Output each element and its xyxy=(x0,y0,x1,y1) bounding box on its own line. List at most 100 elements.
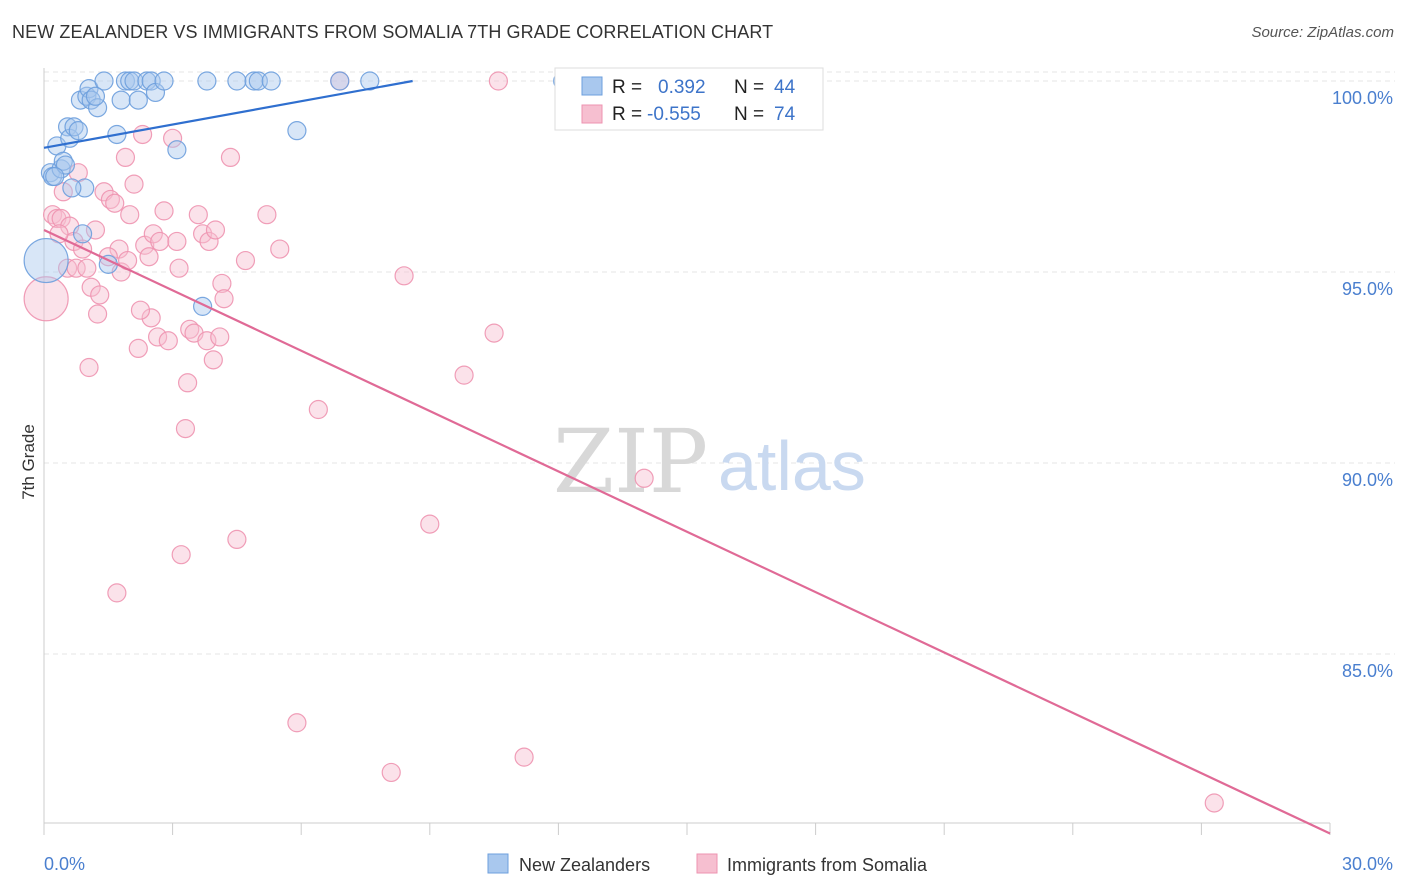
trend-line-somalia xyxy=(43,228,1331,835)
y-tick-labels: 85.0% 90.0% 95.0% 100.0% xyxy=(1332,88,1393,681)
series-somalia-points xyxy=(23,71,1224,813)
somalia-point xyxy=(488,71,508,91)
new-zealanders-point xyxy=(62,178,82,198)
new-zealanders-point xyxy=(287,121,307,141)
somalia-point xyxy=(150,231,170,252)
somalia-point xyxy=(143,224,163,244)
new-zealanders-point xyxy=(244,71,264,91)
somalia-point xyxy=(163,128,183,148)
legend-r-value-2: -0.555 xyxy=(647,104,701,125)
legend-n-value-2: 74 xyxy=(774,104,796,125)
new-zealanders-point xyxy=(154,71,174,91)
new-zealanders-point xyxy=(87,98,108,118)
somalia-point xyxy=(169,258,189,278)
somalia-point xyxy=(634,468,654,488)
new-zealanders-point xyxy=(227,71,247,91)
somalia-point xyxy=(139,247,159,267)
new-zealanders-point xyxy=(261,71,281,91)
somalia-point xyxy=(171,545,191,565)
somalia-point xyxy=(124,174,144,194)
somalia-point xyxy=(77,258,97,278)
somalia-point xyxy=(107,583,127,603)
somalia-point xyxy=(270,239,290,259)
bottom-legend-label-2: Immigrants from Somalia xyxy=(727,855,928,875)
somalia-point xyxy=(220,147,241,167)
chart-title: NEW ZEALANDER VS IMMIGRANTS FROM SOMALIA… xyxy=(12,22,774,42)
bottom-legend-swatch-pink xyxy=(696,853,718,874)
somalia-point xyxy=(210,327,230,347)
somalia-point xyxy=(158,331,178,351)
y-tick-label: 85.0% xyxy=(1342,661,1393,681)
new-zealanders-point xyxy=(330,71,350,91)
somalia-point xyxy=(130,300,151,320)
somalia-point xyxy=(199,231,219,252)
somalia-point xyxy=(287,713,307,733)
trend-line-new-zealanders xyxy=(43,79,413,149)
somalia-point xyxy=(212,273,232,294)
stats-legend: R = 0.392 N = 44 R = -0.555 N = 74 xyxy=(554,67,824,131)
x-tick-label: 0.0% xyxy=(44,854,85,874)
legend-swatch-blue xyxy=(581,76,603,96)
somalia-point xyxy=(154,201,174,221)
somalia-point xyxy=(85,220,106,240)
new-zealanders-point xyxy=(120,71,140,91)
somalia-point xyxy=(227,529,247,550)
x-tick-label: 30.0% xyxy=(1342,854,1393,874)
somalia-point xyxy=(381,762,401,783)
source-label: Source: ZipAtlas.com xyxy=(1251,24,1394,41)
somalia-point xyxy=(128,338,148,358)
axes xyxy=(43,68,1331,835)
new-zealanders-point xyxy=(57,117,78,137)
somalia-point xyxy=(214,289,234,309)
new-zealanders-point xyxy=(197,71,217,91)
somalia-point xyxy=(484,323,504,343)
new-zealanders-point xyxy=(167,140,187,160)
somalia-point xyxy=(203,350,223,370)
series-new-zealanders-points xyxy=(23,71,573,316)
bottom-legend-swatch-blue xyxy=(487,853,509,874)
legend-r-value-1: 0.392 xyxy=(658,77,706,98)
new-zealanders-point xyxy=(45,166,65,187)
gridlines xyxy=(44,71,1395,655)
new-zealanders-point xyxy=(72,224,93,244)
trend-lines xyxy=(43,79,1331,835)
somalia-point xyxy=(79,357,99,378)
x-tick-labels: 0.0% 30.0% xyxy=(44,854,1393,874)
somalia-point xyxy=(178,373,198,393)
somalia-point xyxy=(147,327,168,347)
legend-r-label-2: R = xyxy=(612,104,642,125)
somalia-point xyxy=(193,224,213,244)
new-zealanders-point xyxy=(94,71,114,91)
somalia-point xyxy=(514,747,534,767)
somalia-point xyxy=(197,331,217,351)
somalia-point xyxy=(105,193,125,213)
new-zealanders-point xyxy=(68,121,88,141)
somalia-point xyxy=(188,205,208,225)
somalia-point xyxy=(454,365,474,385)
new-zealanders-point xyxy=(111,90,131,110)
watermark-atlas: atlas xyxy=(718,427,866,505)
legend-n-label-2: N = xyxy=(734,104,764,125)
new-zealanders-point xyxy=(79,79,99,99)
somalia-point xyxy=(1204,793,1224,813)
new-zealanders-point xyxy=(128,90,148,110)
watermark-zip: ZIP xyxy=(553,410,708,513)
new-zealanders-point xyxy=(85,86,106,106)
somalia-point xyxy=(235,250,256,271)
somalia-point xyxy=(23,276,69,322)
new-zealanders-point xyxy=(360,71,380,91)
somalia-point xyxy=(394,266,414,286)
y-axis-title: 7th Grade xyxy=(19,424,38,500)
somalia-point xyxy=(90,285,110,305)
bottom-legend-label-1: New Zealanders xyxy=(519,855,650,875)
somalia-point xyxy=(141,308,161,328)
new-zealanders-point xyxy=(23,237,69,284)
somalia-point xyxy=(205,220,226,240)
somalia-point xyxy=(257,205,277,225)
legend-swatch-pink xyxy=(581,104,603,124)
bottom-legend: New Zealanders Immigrants from Somalia xyxy=(487,853,928,875)
y-tick-label: 90.0% xyxy=(1342,470,1393,490)
somalia-point xyxy=(87,304,108,324)
legend-r-label-1: R = xyxy=(612,77,642,98)
